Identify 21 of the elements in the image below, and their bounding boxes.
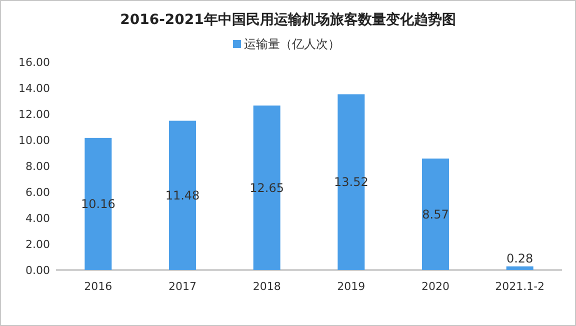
x-tick-label: 2020	[422, 280, 450, 293]
y-tick-label: 12.00	[18, 108, 50, 121]
x-tick-label: 2016	[84, 280, 112, 293]
data-label: 0.28	[506, 251, 534, 266]
y-tick-label: 16.00	[18, 56, 50, 69]
chart-title: 2016-2021年中国民用运输机场旅客数量变化趋势图	[120, 11, 456, 28]
y-tick-label: 14.00	[18, 82, 50, 95]
y-tick-label: 4.00	[26, 212, 50, 225]
x-tick-label: 2021.1-2	[495, 280, 545, 293]
x-tick-label: 2018	[252, 280, 281, 293]
y-tick-label: 10.00	[18, 134, 50, 147]
data-label: 8.57	[422, 207, 449, 222]
bar	[422, 158, 449, 270]
legend-label: 运输量（亿人次）	[244, 37, 340, 51]
x-tick-label: 2019	[337, 280, 366, 293]
bar	[506, 266, 534, 270]
x-tick-label: 2017	[168, 280, 196, 293]
y-tick-label: 2.00	[26, 238, 50, 251]
y-tick-label: 0.00	[26, 264, 50, 277]
y-tick-label: 6.00	[26, 186, 50, 199]
y-tick-label: 8.00	[26, 160, 50, 173]
